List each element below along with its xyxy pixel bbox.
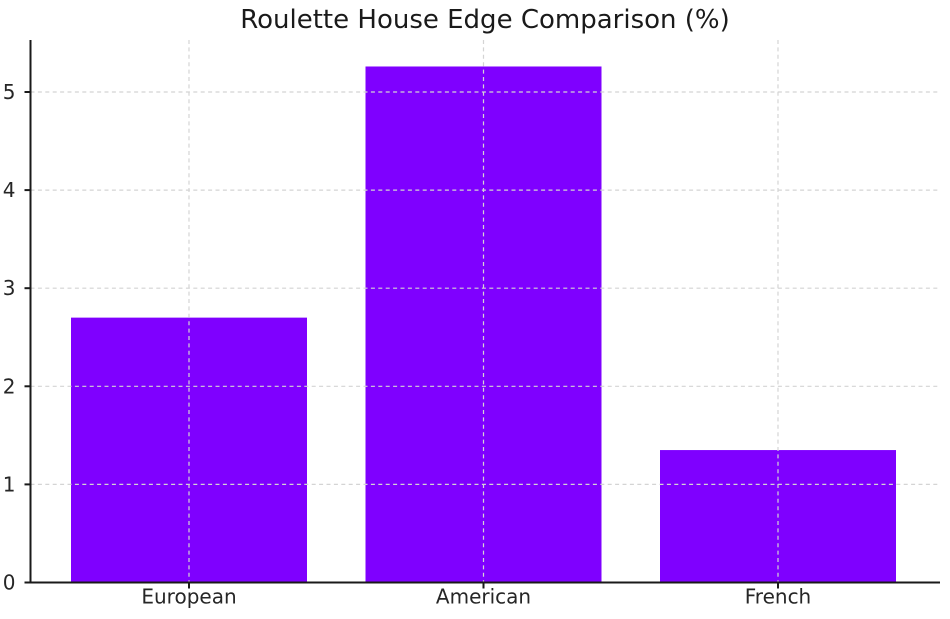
- y-tick-label-3: 3: [3, 276, 16, 300]
- x-tick-label-american: American: [436, 585, 531, 609]
- y-tick-label-1: 1: [3, 472, 16, 496]
- x-tick-label-french: French: [745, 585, 811, 609]
- y-tick-label-0: 0: [3, 571, 16, 595]
- y-tick-label-5: 5: [3, 80, 16, 104]
- y-tick-label-4: 4: [3, 178, 16, 202]
- y-tick-label-2: 2: [3, 374, 16, 398]
- x-tick-label-european: European: [141, 585, 236, 609]
- chart-title: Roulette House Edge Comparison (%): [240, 5, 730, 35]
